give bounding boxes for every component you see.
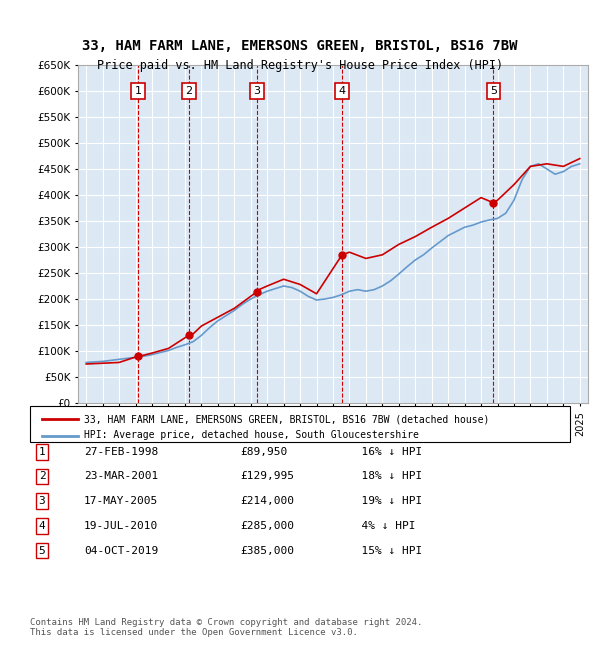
Text: £89,950: £89,950 bbox=[240, 447, 287, 457]
Text: 5: 5 bbox=[490, 86, 497, 96]
Text: £385,000: £385,000 bbox=[240, 545, 294, 556]
Text: 2: 2 bbox=[38, 471, 46, 482]
Text: 5: 5 bbox=[38, 545, 46, 556]
Text: £214,000: £214,000 bbox=[240, 496, 294, 506]
Text: 3: 3 bbox=[38, 496, 46, 506]
Text: Price paid vs. HM Land Registry's House Price Index (HPI): Price paid vs. HM Land Registry's House … bbox=[97, 58, 503, 72]
Text: Contains HM Land Registry data © Crown copyright and database right 2024.
This d: Contains HM Land Registry data © Crown c… bbox=[30, 618, 422, 637]
Text: £285,000: £285,000 bbox=[240, 521, 294, 531]
Text: 16% ↓ HPI: 16% ↓ HPI bbox=[348, 447, 422, 457]
Text: 17-MAY-2005: 17-MAY-2005 bbox=[84, 496, 158, 506]
Text: 19-JUL-2010: 19-JUL-2010 bbox=[84, 521, 158, 531]
Text: 23-MAR-2001: 23-MAR-2001 bbox=[84, 471, 158, 482]
Text: £129,995: £129,995 bbox=[240, 471, 294, 482]
Text: 19% ↓ HPI: 19% ↓ HPI bbox=[348, 496, 422, 506]
Text: 27-FEB-1998: 27-FEB-1998 bbox=[84, 447, 158, 457]
Text: 1: 1 bbox=[38, 447, 46, 457]
Text: 4: 4 bbox=[38, 521, 46, 531]
Text: 33, HAM FARM LANE, EMERSONS GREEN, BRISTOL, BS16 7BW: 33, HAM FARM LANE, EMERSONS GREEN, BRIST… bbox=[82, 39, 518, 53]
Text: HPI: Average price, detached house, South Gloucestershire: HPI: Average price, detached house, Sout… bbox=[84, 430, 419, 441]
Text: 4: 4 bbox=[338, 86, 346, 96]
Text: 1: 1 bbox=[134, 86, 142, 96]
Text: 4% ↓ HPI: 4% ↓ HPI bbox=[348, 521, 415, 531]
Text: 15% ↓ HPI: 15% ↓ HPI bbox=[348, 545, 422, 556]
Text: 33, HAM FARM LANE, EMERSONS GREEN, BRISTOL, BS16 7BW (detached house): 33, HAM FARM LANE, EMERSONS GREEN, BRIST… bbox=[84, 414, 490, 424]
Text: 33, HAM FARM LANE, EMERSONS GREEN, BRISTOL, BS16 7BW (detached house): 33, HAM FARM LANE, EMERSONS GREEN, BRIST… bbox=[84, 414, 490, 424]
Text: 04-OCT-2019: 04-OCT-2019 bbox=[84, 545, 158, 556]
Text: 18% ↓ HPI: 18% ↓ HPI bbox=[348, 471, 422, 482]
Text: HPI: Average price, detached house, South Gloucestershire: HPI: Average price, detached house, Sout… bbox=[84, 430, 419, 441]
Text: 3: 3 bbox=[253, 86, 260, 96]
Text: 2: 2 bbox=[185, 86, 192, 96]
